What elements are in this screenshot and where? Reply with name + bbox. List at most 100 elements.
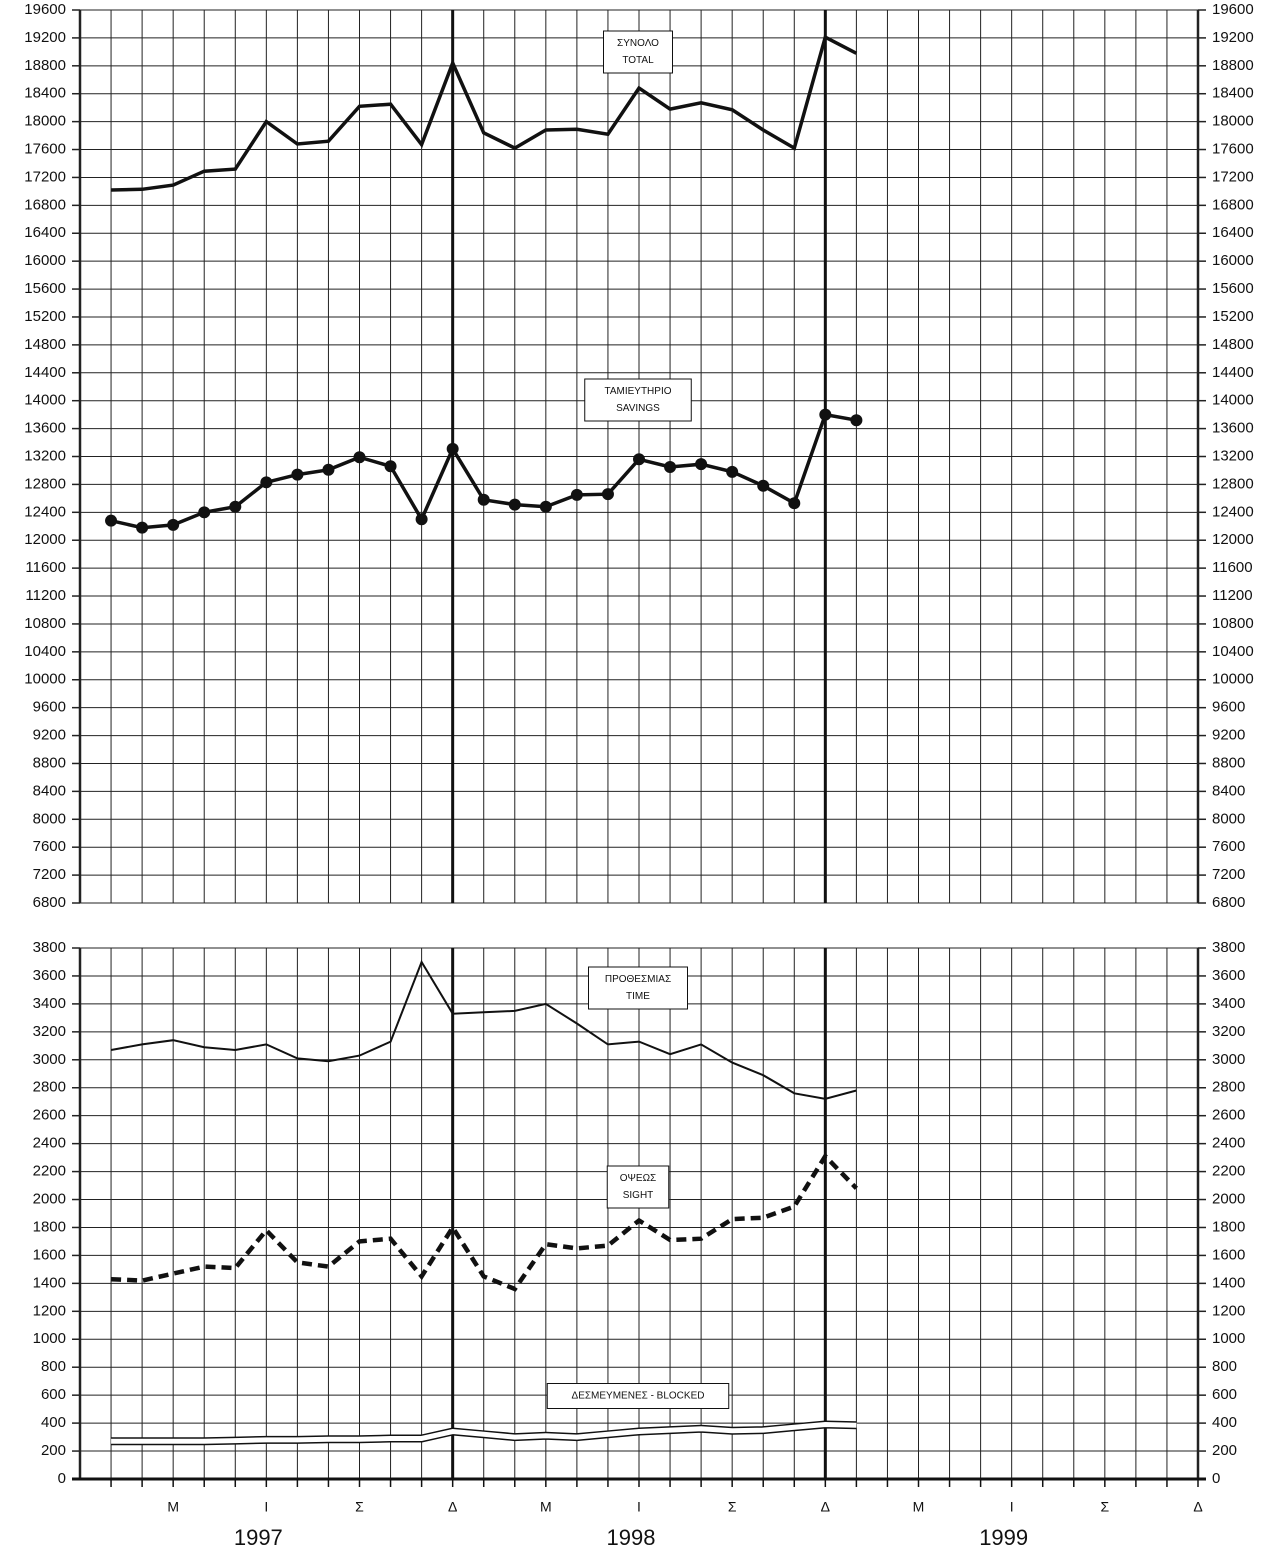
- label-box: [588, 966, 688, 1010]
- y-tick-label: 12000: [24, 531, 66, 548]
- y-tick-label: 16800: [24, 196, 66, 213]
- year-label: 1999: [979, 1525, 1028, 1550]
- series-marker: [664, 460, 677, 473]
- y-tick-label: 8000: [33, 810, 66, 827]
- y2-tick-label: 7600: [1212, 838, 1245, 855]
- legend-label: SAVINGS: [616, 403, 660, 414]
- y2-tick-label: 13600: [1212, 420, 1254, 437]
- y-tick-label: 13600: [24, 420, 66, 437]
- y2-tick-label: 17600: [1212, 141, 1254, 158]
- series-marker: [726, 465, 739, 478]
- y2-tick-label: 14800: [1212, 336, 1254, 353]
- label-box: [603, 30, 673, 74]
- series-marker: [539, 500, 552, 513]
- y-tick-label: 15600: [24, 280, 66, 297]
- series-marker: [415, 513, 428, 526]
- y2-tick-label: 3400: [1212, 995, 1245, 1012]
- y2-tick-label: 2000: [1212, 1190, 1245, 1207]
- series-marker: [601, 488, 614, 501]
- y-tick-label: 1400: [33, 1274, 66, 1291]
- series-label: ΟΨΕΩΣ SIGHT: [606, 1165, 670, 1209]
- y-tick-label: 1800: [33, 1218, 66, 1235]
- y2-tick-label: 7200: [1212, 866, 1245, 883]
- legend-label: ΤΑΜΙΕΥΤΗΡΙΟ: [604, 386, 671, 397]
- y-tick-label: 14800: [24, 336, 66, 353]
- series-marker: [322, 463, 335, 476]
- y2-tick-label: 19600: [1212, 1, 1254, 18]
- series-label: ΣΥΝΟΛΟ TOTAL: [603, 30, 673, 74]
- y2-tick-label: 3800: [1212, 939, 1245, 956]
- series-marker: [477, 493, 490, 506]
- year-label: 1997: [234, 1525, 283, 1550]
- y2-tick-label: 8000: [1212, 810, 1245, 827]
- series-marker: [136, 521, 149, 534]
- y-tick-label: 9600: [33, 699, 66, 716]
- y2-tick-label: 15600: [1212, 280, 1254, 297]
- x-tick-label: Μ: [540, 1499, 552, 1515]
- y2-tick-label: 200: [1212, 1442, 1237, 1459]
- y2-tick-label: 12000: [1212, 531, 1254, 548]
- y-tick-label: 15200: [24, 308, 66, 325]
- y-tick-label: 12800: [24, 475, 66, 492]
- label-box: [606, 1165, 670, 1209]
- y-tick-label: 2800: [33, 1079, 66, 1096]
- y2-tick-label: 3600: [1212, 967, 1245, 984]
- y-tick-label: 16000: [24, 252, 66, 269]
- y2-tick-label: 6800: [1212, 894, 1245, 911]
- y-tick-label: 12400: [24, 503, 66, 520]
- y2-tick-label: 9600: [1212, 699, 1245, 716]
- label-box: [546, 1383, 730, 1409]
- series-line: [110, 1152, 859, 1292]
- y-tick-label: 0: [58, 1470, 66, 1487]
- y2-tick-label: 1000: [1212, 1330, 1245, 1347]
- y2-tick-label: 11600: [1212, 559, 1253, 576]
- legend-label: TIME: [626, 991, 650, 1002]
- y2-tick-label: 18400: [1212, 85, 1254, 102]
- y2-tick-label: 8400: [1212, 782, 1245, 799]
- y2-tick-label: 18800: [1212, 57, 1254, 74]
- series-marker: [850, 414, 863, 427]
- y-tick-label: 8800: [33, 754, 66, 771]
- y-tick-label: 400: [41, 1414, 66, 1431]
- series-marker: [788, 497, 801, 510]
- y2-tick-label: 2600: [1212, 1107, 1245, 1124]
- y2-tick-label: 0: [1212, 1470, 1220, 1487]
- legend-label: ΟΨΕΩΣ: [620, 1173, 656, 1184]
- y-tick-label: 18400: [24, 85, 66, 102]
- series-label: ΤΑΜΙΕΥΤΗΡΙΟ SAVINGS: [584, 378, 692, 422]
- y-tick-label: 6800: [33, 894, 66, 911]
- y2-tick-label: 14000: [1212, 392, 1254, 409]
- y-tick-label: 9200: [33, 727, 66, 744]
- legend-label: ΣΥΝΟΛΟ: [617, 38, 659, 49]
- series-marker: [260, 476, 273, 489]
- series-marker: [291, 468, 304, 481]
- y-tick-label: 13200: [24, 447, 66, 464]
- y-tick-label: 1200: [33, 1302, 66, 1319]
- y2-tick-label: 12400: [1212, 503, 1254, 520]
- y-tick-label: 18000: [24, 113, 66, 130]
- y-tick-label: 3200: [33, 1023, 66, 1040]
- y-tick-label: 3000: [33, 1051, 66, 1068]
- y-tick-label: 10800: [24, 615, 66, 632]
- y2-tick-label: 16800: [1212, 196, 1254, 213]
- y2-tick-label: 15200: [1212, 308, 1254, 325]
- x-tick-label: Σ: [355, 1499, 364, 1515]
- y-tick-label: 800: [41, 1358, 66, 1375]
- series-marker: [508, 498, 521, 511]
- y2-tick-label: 12800: [1212, 475, 1254, 492]
- y-tick-label: 19200: [24, 29, 66, 46]
- series-marker: [167, 518, 180, 531]
- y2-tick-label: 13200: [1212, 447, 1254, 464]
- legend-label: ΠΡΟΘΕΣΜΙΑΣ: [605, 974, 671, 985]
- series-marker: [105, 514, 118, 527]
- y-tick-label: 1000: [33, 1330, 66, 1347]
- x-tick-label: Ι: [264, 1499, 268, 1515]
- y2-tick-label: 2800: [1212, 1079, 1245, 1096]
- series-line-inner: [111, 1421, 857, 1444]
- series-line: [111, 34, 858, 192]
- y-tick-label: 1600: [33, 1246, 66, 1263]
- x-tick-label: Ι: [637, 1499, 641, 1515]
- label-box: [584, 378, 692, 422]
- y-tick-label: 19600: [24, 1, 66, 18]
